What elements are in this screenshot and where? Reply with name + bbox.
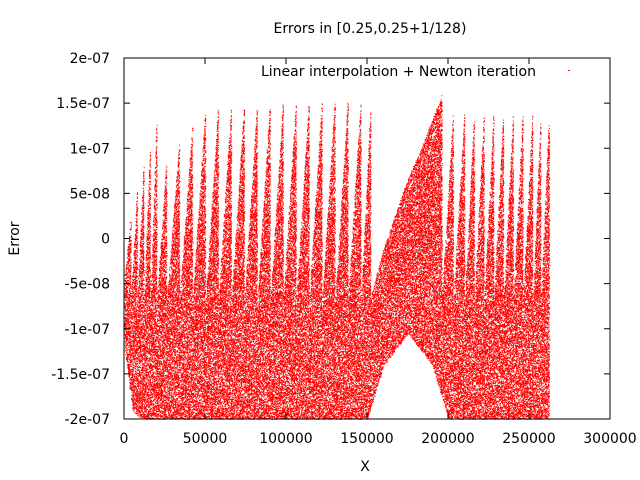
- legend-swatch: [568, 70, 570, 71]
- legend: Linear interpolation + Newton iteration: [261, 64, 570, 80]
- y-tick-label: 0: [101, 232, 110, 248]
- y-tick-label: 1e-07: [70, 141, 110, 157]
- y-tick-label: -2e-07: [65, 412, 110, 428]
- legend-label: Linear interpolation + Newton iteration: [261, 64, 536, 80]
- y-tick-label: -5e-08: [65, 277, 110, 293]
- data-points-layer: [124, 95, 551, 420]
- x-tick-label: 300000: [583, 431, 636, 447]
- x-tick-label: 50000: [183, 431, 228, 447]
- y-tick-label: -1e-07: [65, 322, 110, 338]
- y-tick-label: -1.5e-07: [51, 367, 110, 383]
- x-tick-label: 100000: [259, 431, 312, 447]
- chart-title: Errors in [0.25,0.25+1/128): [274, 21, 467, 37]
- axis-ticks: 0 50000 100000 150000 200000 250000 300000 -2e-…: [51, 51, 637, 447]
- x-axis-label: X: [360, 459, 370, 475]
- y-tick-label: 5e-08: [70, 186, 110, 202]
- y-axis-label: Error: [7, 221, 23, 255]
- x-tick-label: 0: [120, 431, 129, 447]
- series-points: [124, 95, 551, 420]
- x-tick-label: 200000: [421, 431, 474, 447]
- y-tick-label: 2e-07: [70, 51, 110, 67]
- x-tick-label: 250000: [502, 431, 555, 447]
- y-tick-label: 1.5e-07: [56, 96, 110, 112]
- x-tick-label: 150000: [340, 431, 393, 447]
